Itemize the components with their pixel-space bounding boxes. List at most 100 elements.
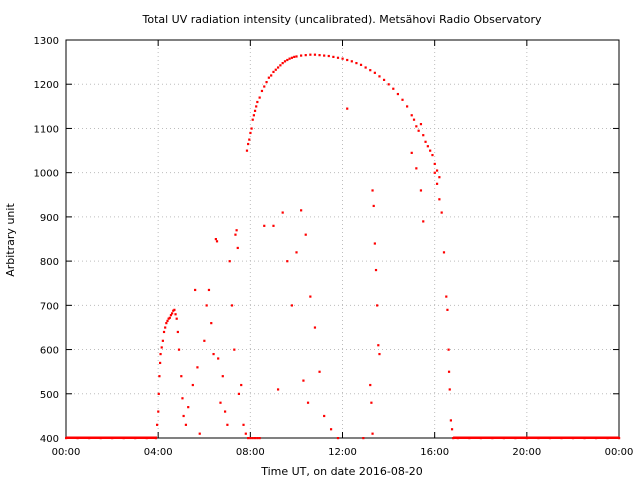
- data-point: [168, 316, 171, 319]
- data-point: [445, 295, 448, 298]
- data-point: [263, 85, 266, 88]
- data-point: [329, 428, 333, 431]
- y-tick-label: 700: [40, 301, 59, 312]
- data-point: [424, 140, 427, 143]
- data-point: [174, 313, 177, 316]
- data-point: [290, 56, 294, 59]
- data-point: [373, 71, 376, 74]
- data-point: [355, 61, 358, 65]
- data-point: [438, 198, 441, 201]
- data-point: [180, 375, 183, 378]
- data-point: [228, 260, 231, 263]
- data-point: [435, 169, 439, 172]
- data-point: [377, 344, 380, 347]
- axis-ticks: 400 500 600 700 800 900 1000 1100 1200 1300 00:00 0…: [34, 36, 634, 458]
- data-point: [426, 145, 429, 148]
- data-point: [221, 375, 224, 378]
- data-point: [191, 383, 194, 387]
- data-point: [373, 242, 376, 245]
- data-point: [198, 432, 201, 435]
- data-point: [371, 432, 374, 435]
- data-point: [166, 319, 169, 323]
- data-point: [415, 167, 418, 170]
- data-point: [300, 54, 303, 57]
- data-point: [309, 53, 312, 56]
- x-tick-label: 12:00: [328, 447, 357, 458]
- data-point: [219, 401, 222, 404]
- data-point: [382, 78, 386, 81]
- data-point: [419, 123, 423, 126]
- data-point: [161, 339, 164, 342]
- data-point: [396, 92, 399, 96]
- data-point: [359, 63, 363, 66]
- data-point: [440, 211, 443, 214]
- data-point: [258, 96, 261, 99]
- data-point: [260, 89, 264, 93]
- data-point: [187, 406, 190, 409]
- data-point: [258, 437, 261, 440]
- data-point: [295, 55, 298, 58]
- data-point: [249, 437, 252, 440]
- data-point: [164, 326, 167, 329]
- data-point: [283, 60, 287, 63]
- data-point: [256, 437, 259, 440]
- data-point: [237, 392, 241, 395]
- x-tick-label: 00:00: [605, 447, 634, 458]
- data-point: [217, 357, 220, 360]
- data-point: [267, 76, 270, 79]
- data-point: [253, 109, 257, 112]
- data-point: [378, 352, 381, 356]
- data-point: [306, 401, 310, 404]
- data-point: [281, 61, 284, 65]
- data-point: [447, 348, 450, 351]
- x-tick-label: 00:00: [52, 447, 81, 458]
- data-point: [253, 437, 257, 440]
- data-point: [247, 437, 250, 440]
- data-point: [309, 295, 312, 298]
- data-point: [438, 176, 441, 179]
- data-point: [210, 322, 213, 325]
- data-point: [156, 423, 159, 426]
- data-point: [205, 304, 208, 307]
- data-point: [419, 189, 423, 192]
- data-point: [346, 58, 349, 62]
- y-tick-label: 1100: [34, 124, 59, 135]
- y-axis-label: Arbitrary unit: [4, 203, 17, 277]
- x-tick-label: 08:00: [236, 447, 265, 458]
- data-point: [157, 392, 160, 395]
- data-point: [256, 100, 259, 104]
- y-tick-label: 1000: [34, 169, 59, 180]
- data-point: [370, 401, 373, 404]
- data-point: [412, 118, 416, 121]
- data-point: [371, 189, 374, 192]
- data-point: [422, 134, 425, 137]
- data-point: [175, 317, 178, 320]
- data-point: [230, 304, 234, 307]
- x-tick-label: 20:00: [512, 447, 541, 458]
- data-point: [170, 312, 174, 315]
- data-point: [173, 308, 176, 311]
- data-point: [406, 105, 409, 108]
- data-point: [323, 414, 326, 418]
- data-point: [212, 352, 215, 356]
- data-point: [378, 75, 381, 78]
- data-point: [433, 171, 436, 174]
- data-point: [274, 68, 277, 71]
- data-point: [346, 107, 349, 110]
- data-point: [165, 322, 168, 325]
- data-point: [244, 432, 247, 435]
- data-point: [234, 233, 237, 236]
- data-point: [245, 149, 249, 152]
- data-point: [251, 437, 254, 440]
- x-tick-label: 04:00: [144, 447, 173, 458]
- data-point: [270, 74, 273, 77]
- y-tick-label: 600: [40, 346, 59, 357]
- data-point: [433, 162, 436, 166]
- data-point: [159, 361, 162, 365]
- data-point: [215, 240, 219, 243]
- data-point: [167, 317, 170, 320]
- data-point: [448, 388, 451, 391]
- data-point: [410, 114, 413, 117]
- data-point: [295, 251, 298, 254]
- data-point: [302, 379, 305, 382]
